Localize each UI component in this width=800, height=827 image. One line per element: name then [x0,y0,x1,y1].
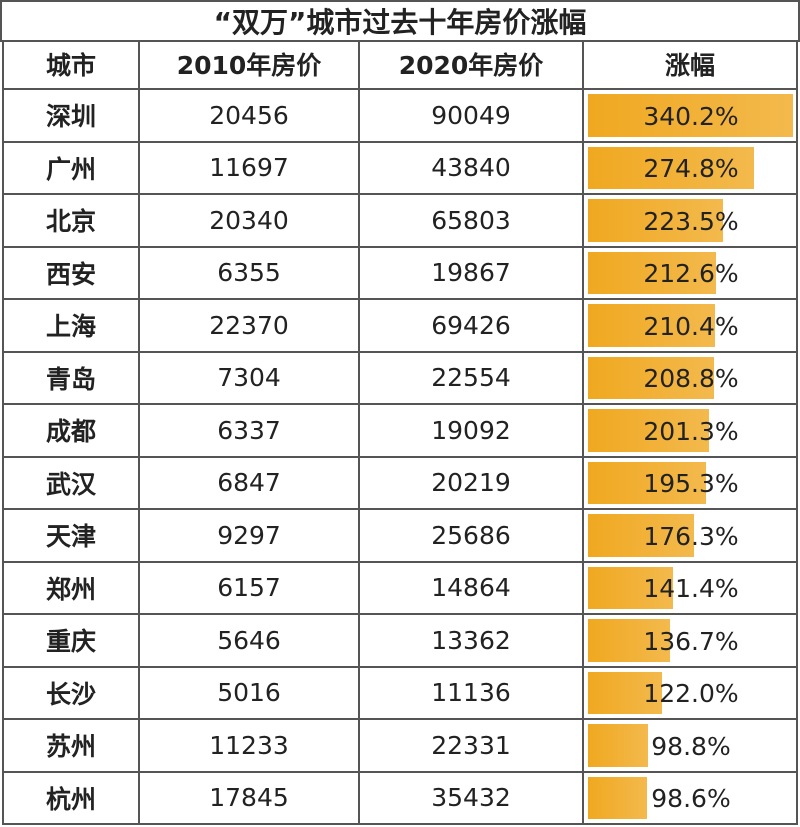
city-cell: 长沙 [2,667,140,720]
price-cell: 5016 [140,667,360,720]
price-cell: 19867 [360,247,584,300]
growth-cell [584,405,798,458]
price-cell: 20340 [140,195,360,248]
price-cell: 22370 [140,300,360,353]
growth-label: 98.8% [651,731,731,761]
city-cell: 成都 [2,405,140,458]
growth-cell [584,667,798,720]
growth-bar [588,724,648,767]
price-cell: 6157 [140,562,360,615]
growth-cell [584,300,798,353]
growth-bar [588,461,706,504]
price-cell: 25686 [360,510,584,563]
growth-bar [588,619,671,662]
growth-bar [588,776,648,819]
price-cell: 11136 [360,667,584,720]
table-title: “双万”城市过去十年房价涨幅 [0,0,800,42]
city-cell: 青岛 [2,352,140,405]
city-cell: 天津 [2,510,140,563]
price-cell: 43840 [360,142,584,195]
price-cell: 9297 [140,510,360,563]
growth-label: 210.4% [643,311,739,341]
growth-bar [588,671,662,714]
growth-bar [588,356,714,399]
price-cell: 90049 [360,90,584,143]
price-cell: 17845 [140,772,360,825]
growth-cell [584,352,798,405]
growth-cell [584,90,798,143]
price-cell: 11233 [140,720,360,773]
column-header: 2020年房价 [360,40,584,90]
growth-cell [584,510,798,563]
growth-cell [584,142,798,195]
growth-label: 223.5% [643,206,739,236]
price-cell: 22554 [360,352,584,405]
city-cell: 杭州 [2,772,140,825]
growth-label: 176.3% [643,521,739,551]
price-cell: 5646 [140,615,360,668]
price-cell: 13362 [360,615,584,668]
growth-label: 122.0% [643,679,739,709]
city-cell: 重庆 [2,615,140,668]
price-cell: 22331 [360,720,584,773]
column-header: 城市 [2,40,140,90]
price-cell: 20219 [360,457,584,510]
growth-cell [584,195,798,248]
growth-bar [588,94,793,137]
growth-cell [584,772,798,825]
price-cell: 65803 [360,195,584,248]
growth-bar [588,199,723,242]
city-cell: 北京 [2,195,140,248]
growth-label: 212.6% [643,259,739,289]
city-cell: 上海 [2,300,140,353]
price-cell: 6337 [140,405,360,458]
city-cell: 郑州 [2,562,140,615]
growth-cell [584,562,798,615]
price-cell: 20456 [140,90,360,143]
price-cell: 11697 [140,142,360,195]
price-cell: 7304 [140,352,360,405]
growth-bar [588,409,710,452]
city-cell: 深圳 [2,90,140,143]
growth-bar [588,566,674,609]
city-cell: 西安 [2,247,140,300]
city-cell: 武汉 [2,457,140,510]
growth-cell [584,720,798,773]
price-cell: 14864 [360,562,584,615]
city-cell: 广州 [2,142,140,195]
growth-bar [588,304,715,347]
price-cell: 6847 [140,457,360,510]
growth-bar [588,251,717,294]
growth-label: 141.4% [643,574,739,604]
column-header: 涨幅 [584,40,798,90]
growth-bar [588,514,695,557]
price-cell: 19092 [360,405,584,458]
growth-label: 201.3% [643,416,739,446]
growth-bar [588,146,754,189]
price-cell: 35432 [360,772,584,825]
city-cell: 苏州 [2,720,140,773]
growth-label: 208.8% [643,364,739,394]
price-cell: 6355 [140,247,360,300]
growth-cell [584,457,798,510]
growth-cell [584,247,798,300]
growth-label: 98.6% [651,784,731,814]
growth-label: 274.8% [643,154,739,184]
column-header: 2010年房价 [140,40,360,90]
growth-label: 340.2% [643,101,739,131]
growth-label: 195.3% [643,469,739,499]
growth-cell [584,615,798,668]
growth-label: 136.7% [643,626,739,656]
price-cell: 69426 [360,300,584,353]
